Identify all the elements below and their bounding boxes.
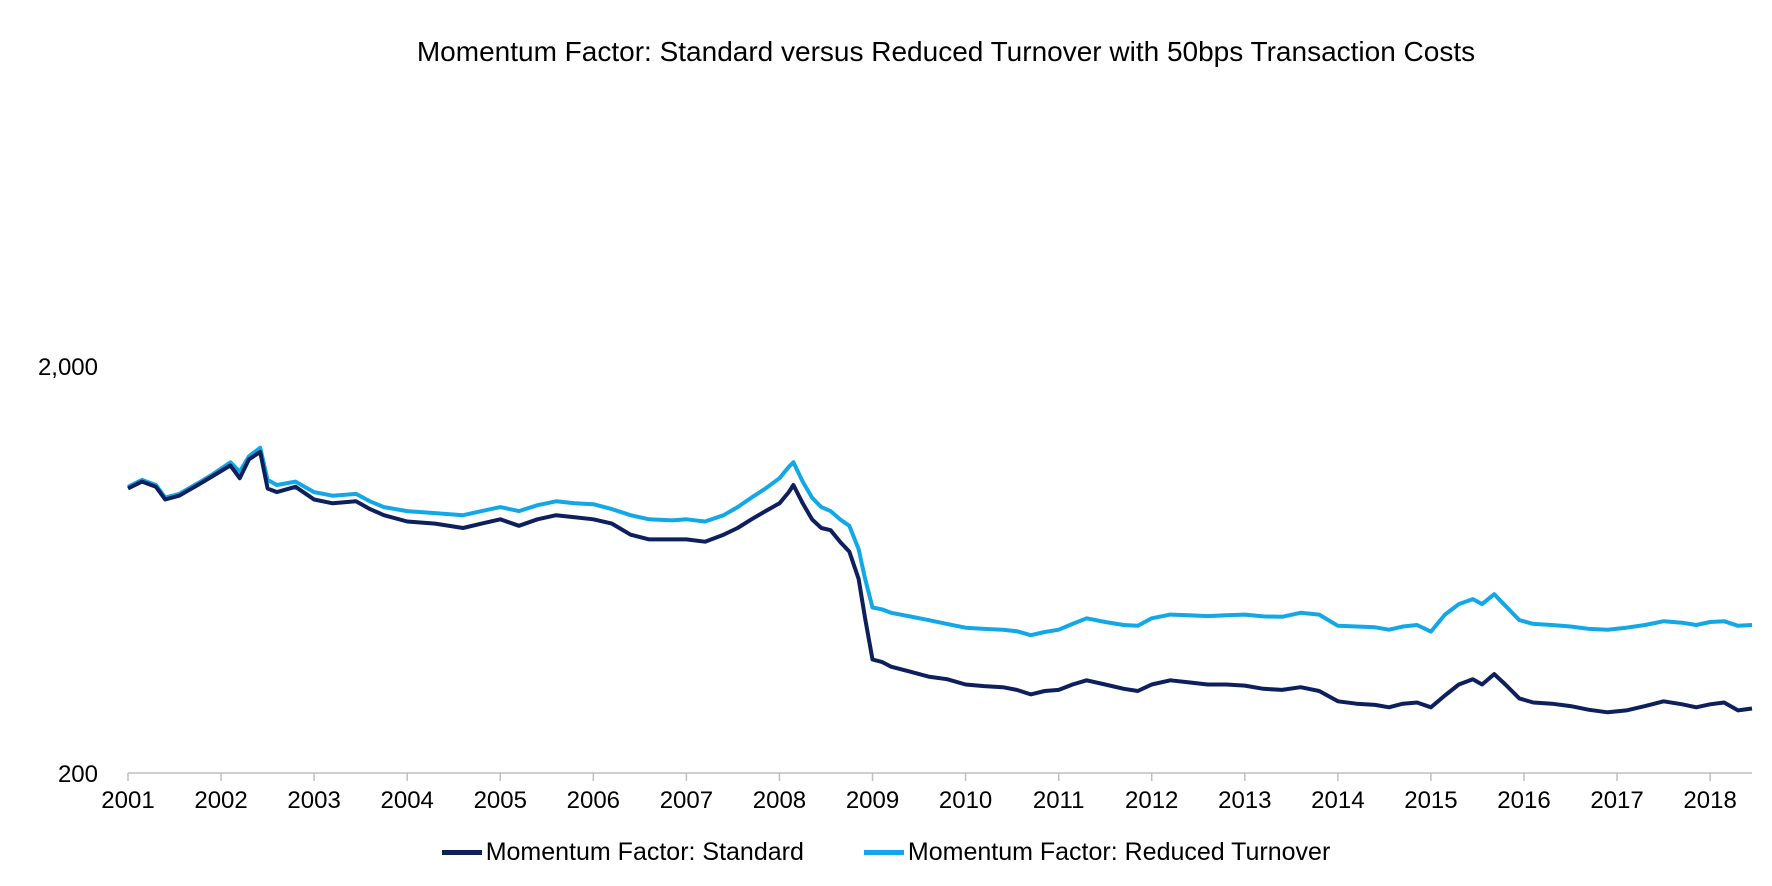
legend-label-reduced-turnover: Momentum Factor: Reduced Turnover	[907, 838, 1331, 866]
series-layer	[127, 445, 1753, 715]
series-line-standard	[127, 449, 1753, 715]
x-tick-label: 2014	[1311, 787, 1364, 814]
x-tick-label: 2013	[1218, 787, 1271, 814]
legend: Momentum Factor: Standard Momentum Facto…	[0, 838, 1772, 867]
legend-item-reduced-turnover: Momentum Factor: Reduced Turnover	[863, 838, 1331, 867]
y-tick-label: 2,000	[38, 354, 98, 381]
y-tick-label: 200	[58, 761, 98, 788]
x-tick-label: 2008	[753, 787, 806, 814]
series-line-reduced-turnover	[127, 445, 1753, 638]
x-tick-label: 2004	[381, 787, 434, 814]
x-tick-label: 2007	[660, 787, 713, 814]
x-tick-label: 2017	[1590, 787, 1643, 814]
legend-item-standard: Momentum Factor: Standard	[441, 838, 804, 867]
x-tick-label: 2005	[474, 787, 527, 814]
chart-title: Momentum Factor: Standard versus Reduced…	[416, 36, 1476, 67]
x-tick-label: 2009	[846, 787, 899, 814]
legend-swatch-reduced-turnover	[863, 850, 904, 855]
x-tick-label: 2012	[1125, 787, 1178, 814]
y-axis-ticks: 200 2,000	[38, 354, 98, 788]
x-tick-label: 2011	[1033, 787, 1085, 814]
x-tick-label: 2001	[101, 787, 154, 814]
x-tick-label: 2010	[939, 787, 992, 814]
x-tick-label: 2018	[1683, 787, 1736, 814]
legend-swatch-standard	[441, 850, 482, 855]
x-tick-label: 2006	[567, 787, 620, 814]
x-axis-ticks: 2001 2002 2003 2004 2005 2006 2007 2008 2009 2010…	[101, 773, 1737, 814]
x-tick-label: 2002	[194, 787, 247, 814]
legend-label-standard: Momentum Factor: Standard	[485, 838, 804, 866]
x-tick-label: 2015	[1404, 787, 1457, 814]
x-tick-label: 2016	[1497, 787, 1550, 814]
x-tick-label: 2003	[287, 787, 340, 814]
